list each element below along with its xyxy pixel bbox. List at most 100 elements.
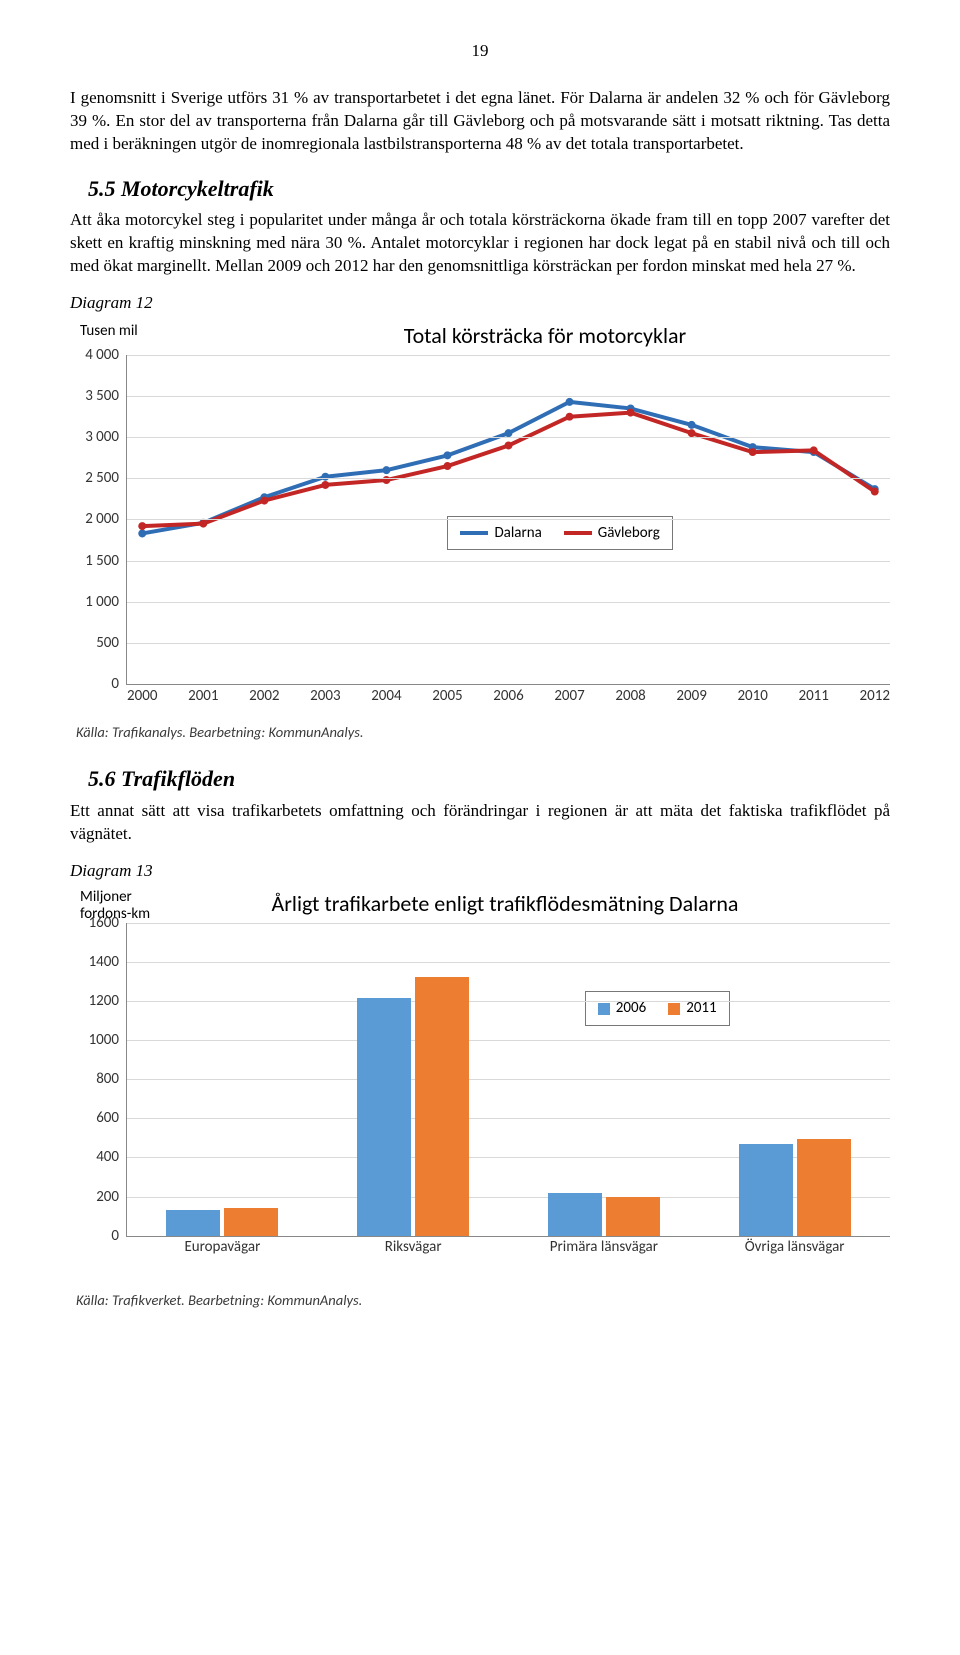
bar xyxy=(166,1210,220,1236)
gridline xyxy=(127,1079,890,1080)
y-tick-label: 600 xyxy=(96,1108,127,1128)
y-tick-label: 1400 xyxy=(89,952,127,972)
line-chart: Tusen mil Total körsträcka för motorcykl… xyxy=(70,321,890,715)
gridline xyxy=(127,437,890,438)
y-tick-label: 4 000 xyxy=(85,345,127,365)
page-number: 19 xyxy=(70,40,890,63)
x-tick-label: 2006 xyxy=(493,686,523,706)
bar-chart-legend: 20062011 xyxy=(585,991,730,1025)
section-5-6-heading: 5.6 Trafikflöden xyxy=(70,764,890,794)
chart-point xyxy=(688,429,696,437)
chart-source-1: Källa: Trafikanalys. Bearbetning: Kommun… xyxy=(76,723,890,743)
legend-swatch xyxy=(598,1003,610,1015)
bar xyxy=(224,1208,278,1235)
chart-point xyxy=(566,398,574,406)
x-tick-label: 2005 xyxy=(432,686,462,706)
line-chart-ylabel: Tusen mil xyxy=(80,321,138,341)
chart-point xyxy=(566,413,574,421)
bar xyxy=(548,1193,602,1235)
y-tick-label: 400 xyxy=(96,1147,127,1167)
chart-point xyxy=(688,421,696,429)
line-chart-legend: Dalarna Gävleborg xyxy=(447,516,672,550)
y-tick-label: 3 000 xyxy=(85,427,127,447)
x-tick-label: 2012 xyxy=(860,686,890,706)
x-tick-label: Övriga länsvägar xyxy=(745,1237,845,1257)
x-tick-label: 2009 xyxy=(676,686,706,706)
x-tick-label: Riksvägar xyxy=(385,1237,442,1257)
chart-point xyxy=(871,487,879,495)
bar-group xyxy=(739,1139,851,1235)
y-tick-label: 800 xyxy=(96,1069,127,1089)
chart-line-dalarna xyxy=(142,402,874,534)
diagram-12-label: Diagram 12 xyxy=(70,292,890,315)
gridline xyxy=(127,1001,890,1002)
y-tick-label: 1200 xyxy=(89,991,127,1011)
gridline xyxy=(127,923,890,924)
chart-point xyxy=(382,466,390,474)
diagram-13-label: Diagram 13 xyxy=(70,860,890,883)
x-tick-label: 2001 xyxy=(188,686,218,706)
chart-point xyxy=(138,529,146,537)
chart-point xyxy=(749,448,757,456)
legend-swatch xyxy=(460,531,488,535)
body-paragraph-2: Att åka motorcykel steg i popularitet un… xyxy=(70,209,890,278)
bar xyxy=(415,977,469,1236)
y-tick-label: 2 000 xyxy=(85,509,127,529)
chart-point xyxy=(810,446,818,454)
bar-group xyxy=(357,977,469,1236)
x-tick-label: 2010 xyxy=(737,686,767,706)
gridline xyxy=(127,396,890,397)
legend-label: Dalarna xyxy=(494,523,541,543)
chart-point xyxy=(505,429,513,437)
chart-point xyxy=(199,519,207,527)
gridline xyxy=(127,602,890,603)
body-paragraph-3: Ett annat sätt att visa trafikarbetets o… xyxy=(70,800,890,846)
chart-source-2: Källa: Trafikverket. Bearbetning: Kommun… xyxy=(76,1291,890,1311)
legend-swatch xyxy=(564,531,592,535)
gridline xyxy=(127,1118,890,1119)
gridline xyxy=(127,561,890,562)
section-5-5-heading: 5.5 Motorcykeltrafik xyxy=(70,174,890,204)
x-tick-label: 2007 xyxy=(554,686,584,706)
chart-point xyxy=(443,462,451,470)
y-tick-label: 500 xyxy=(96,633,127,653)
y-tick-label: 2 500 xyxy=(85,468,127,488)
bar xyxy=(357,998,411,1235)
gridline xyxy=(127,519,890,520)
legend-label: Gävleborg xyxy=(598,523,660,543)
line-chart-title: Total körsträcka för motorcyklar xyxy=(70,321,890,351)
chart-point xyxy=(260,496,268,504)
chart-point xyxy=(321,473,329,481)
y-tick-label: 200 xyxy=(96,1186,127,1206)
legend-item: Dalarna xyxy=(460,523,541,543)
gridline xyxy=(127,643,890,644)
bar-group xyxy=(548,1193,660,1235)
bar-chart: Miljoner fordons-km Årligt trafikarbete … xyxy=(70,889,890,1283)
body-paragraph-1: I genomsnitt i Sverige utförs 31 % av tr… xyxy=(70,87,890,156)
y-tick-label: 3 500 xyxy=(85,386,127,406)
chart-point xyxy=(382,476,390,484)
bar xyxy=(739,1144,793,1235)
chart-point xyxy=(321,481,329,489)
x-tick-label: Primära länsvägar xyxy=(550,1237,658,1257)
chart-point xyxy=(627,408,635,416)
bar-chart-title: Årligt trafikarbete enligt trafikflödesm… xyxy=(70,889,890,919)
gridline xyxy=(127,355,890,356)
legend-swatch xyxy=(668,1003,680,1015)
y-tick-label: 1 500 xyxy=(85,550,127,570)
bar xyxy=(606,1197,660,1235)
chart-point xyxy=(505,441,513,449)
gridline xyxy=(127,1040,890,1041)
y-tick-label: 0 xyxy=(111,674,127,694)
y-tick-label: 0 xyxy=(111,1226,127,1246)
x-tick-label: 2004 xyxy=(371,686,401,706)
bar xyxy=(797,1139,851,1235)
gridline xyxy=(127,962,890,963)
x-tick-label: 2003 xyxy=(310,686,340,706)
y-tick-label: 1000 xyxy=(89,1030,127,1050)
x-tick-label: Europavägar xyxy=(184,1237,260,1257)
y-tick-label: 1 000 xyxy=(85,592,127,612)
gridline xyxy=(127,478,890,479)
chart-point xyxy=(443,451,451,459)
chart-point xyxy=(138,522,146,530)
